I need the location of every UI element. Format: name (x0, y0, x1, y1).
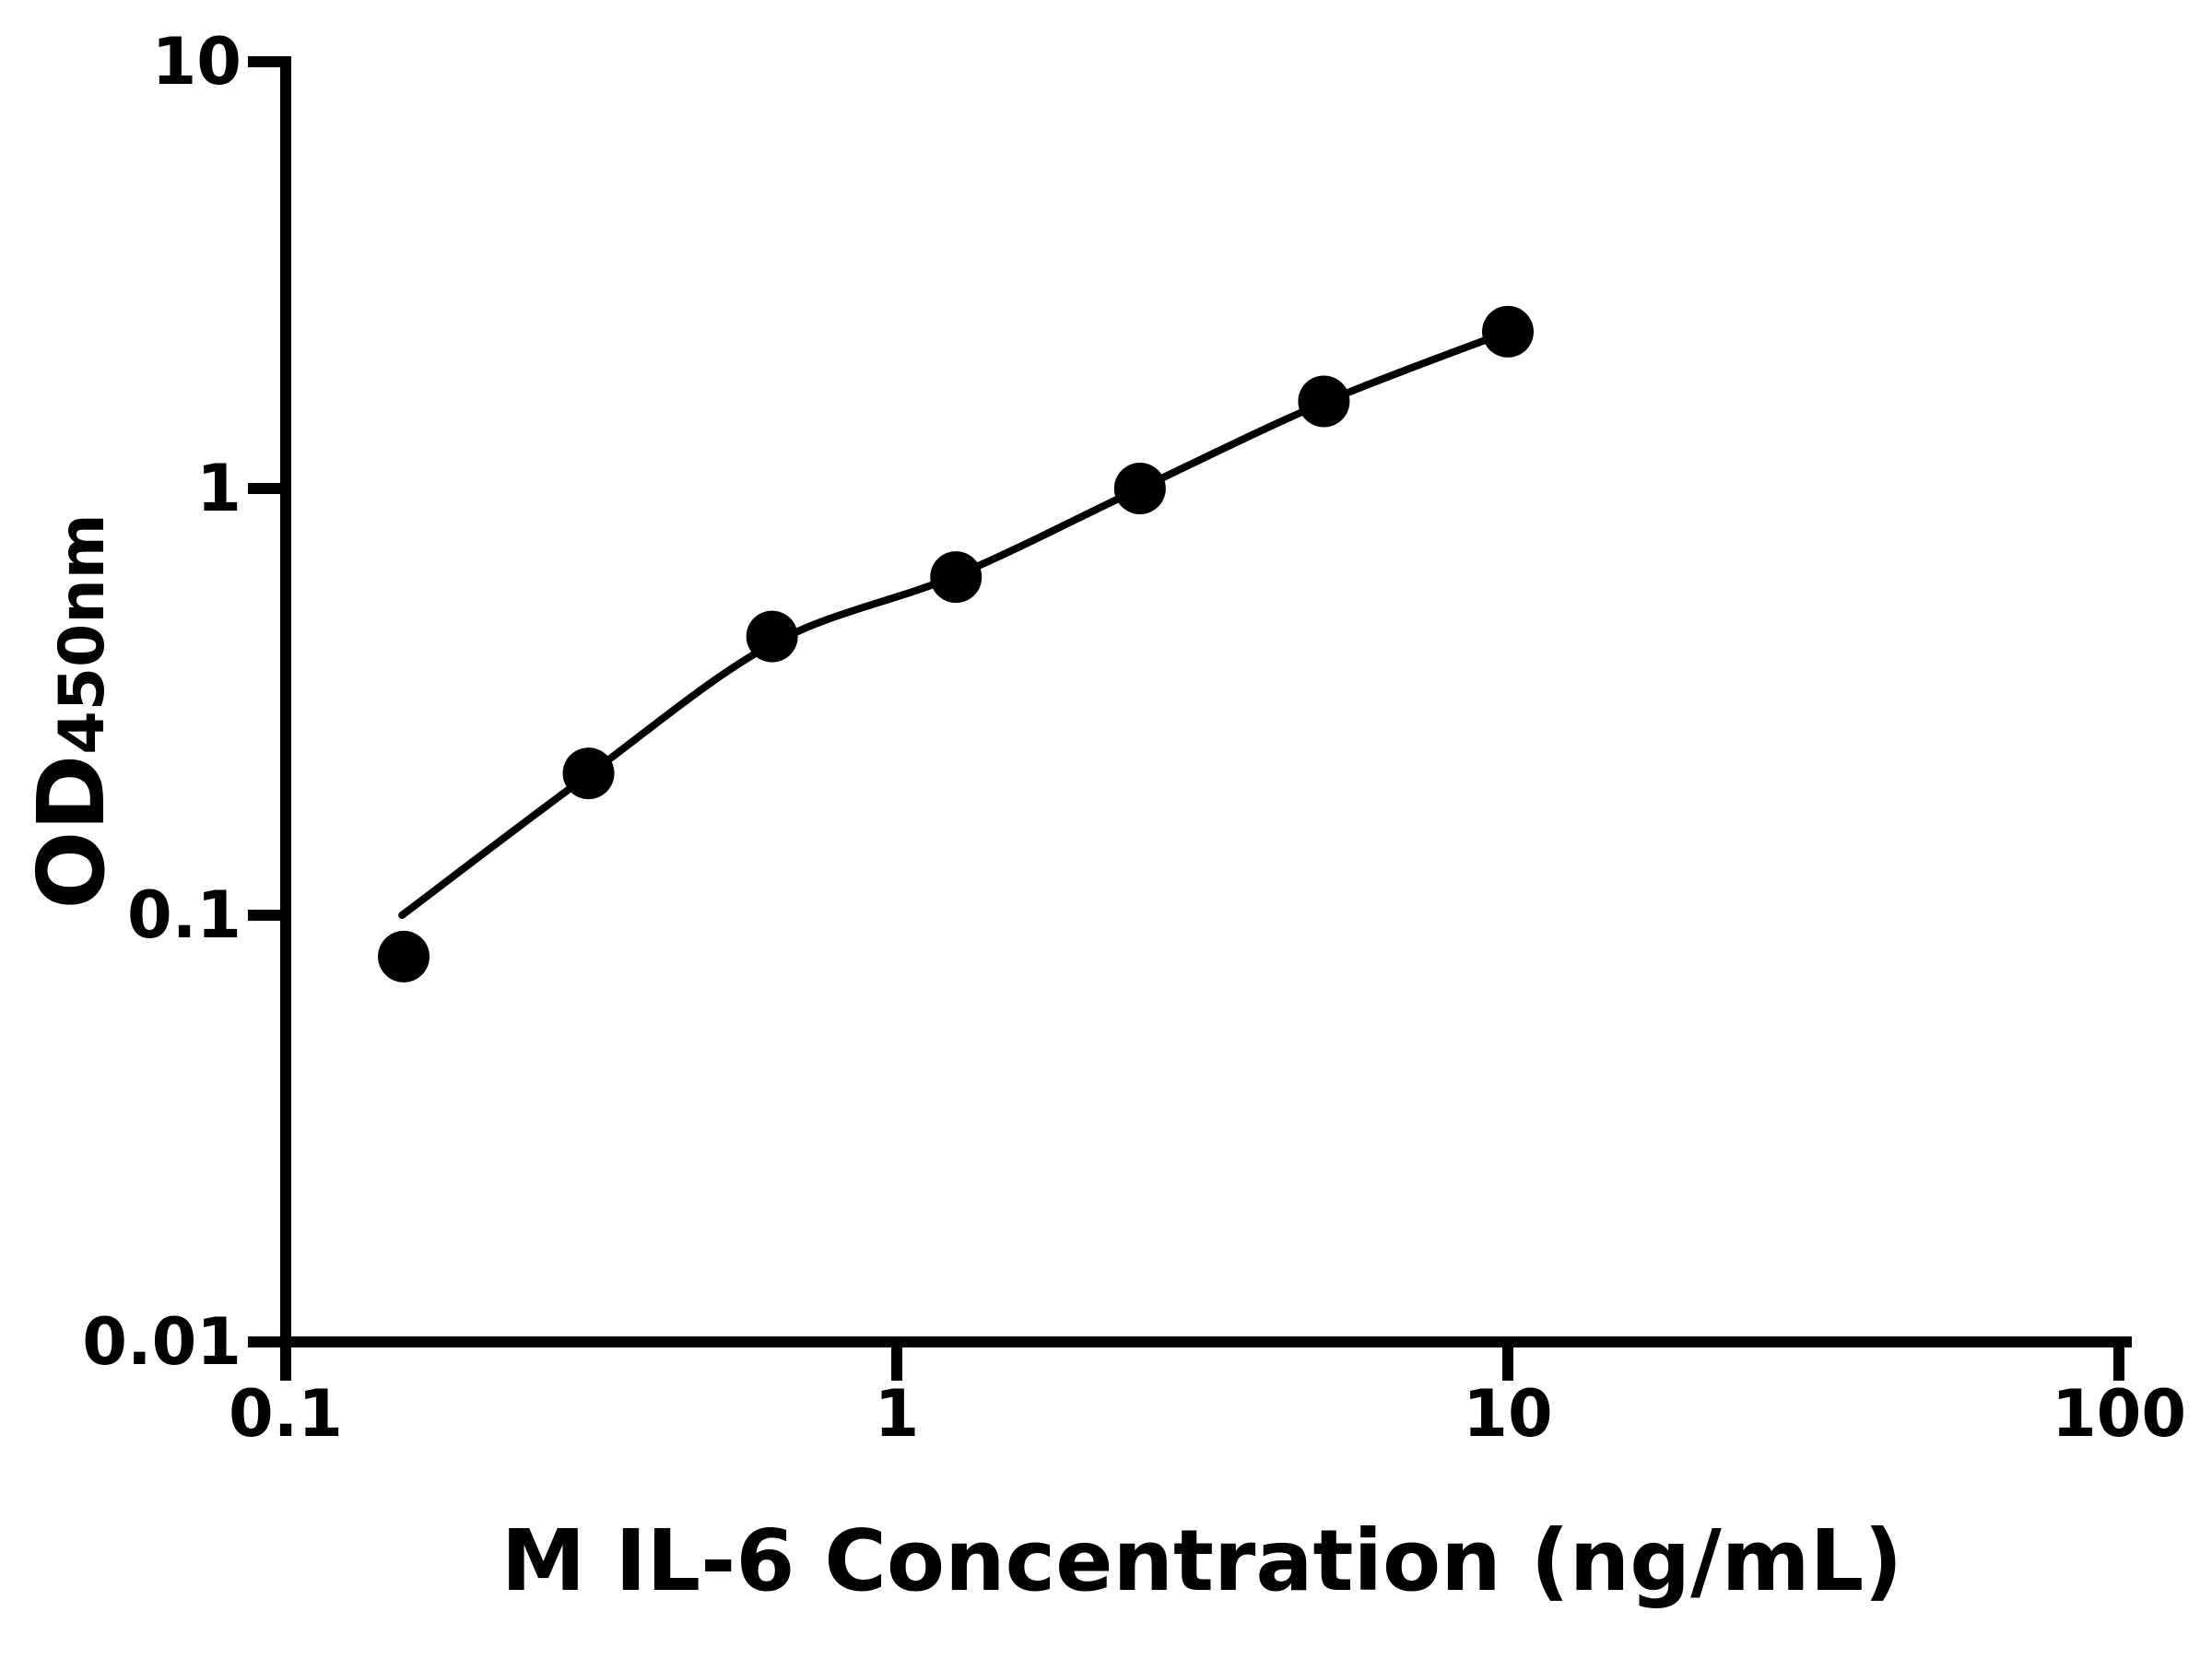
y-axis-title-subscript: 450nm (46, 513, 119, 755)
data-point (746, 610, 798, 663)
y-tick-label-0.01: 0.01 (82, 1304, 241, 1380)
y-tick-label-0.1: 0.1 (126, 877, 241, 953)
x-axis-title: M IL-6 Concentration (ng/mL) (500, 1512, 1903, 1610)
data-point (1113, 463, 1166, 514)
y-tick-label-10: 10 (151, 24, 241, 100)
y-axis-title: OD450nm (18, 513, 125, 909)
y-axis-title-main: OD (18, 754, 125, 910)
y-tick-label-1: 1 (196, 451, 241, 526)
data-point (378, 930, 430, 982)
data-point (562, 747, 615, 800)
x-tick-label-1: 1 (874, 1376, 920, 1452)
x-tick-label-10: 10 (1463, 1376, 1553, 1452)
data-point (1298, 375, 1350, 428)
data-point (1482, 305, 1534, 358)
x-tick-label-0.1: 0.1 (228, 1376, 344, 1452)
data-point (930, 551, 982, 604)
x-tick-label-100: 100 (2051, 1376, 2187, 1452)
